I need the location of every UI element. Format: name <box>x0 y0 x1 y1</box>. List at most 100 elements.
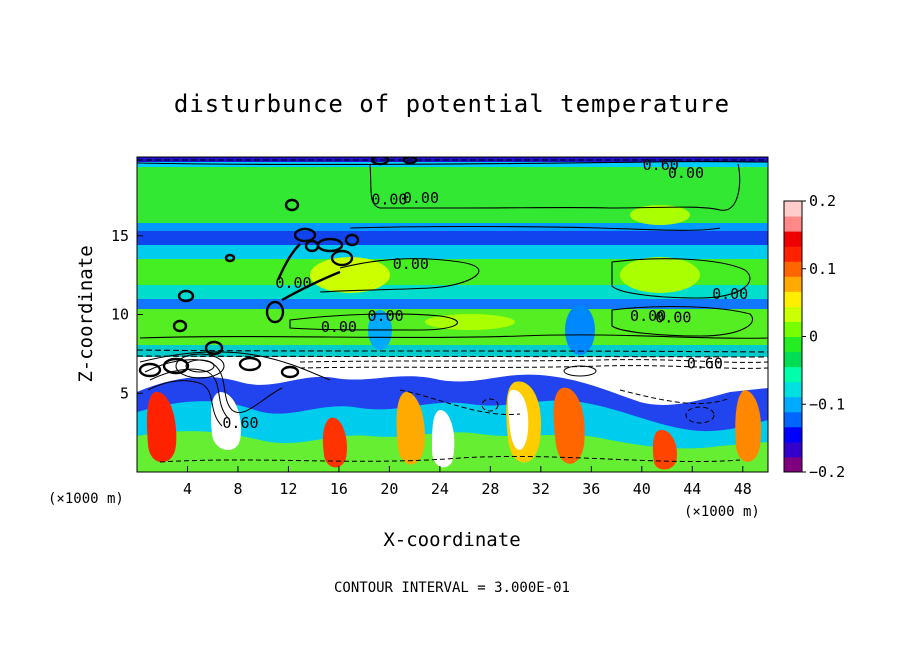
x-tick-label: 32 <box>532 480 550 498</box>
warm-plume <box>396 391 425 465</box>
thick-contour <box>162 357 190 375</box>
contour-label: 0.60 <box>687 354 723 372</box>
x-tick-label: 40 <box>633 480 651 498</box>
colorbar-swatch <box>784 426 802 443</box>
solid-contour <box>369 163 741 211</box>
warm-patch <box>425 314 515 330</box>
x-tick-label: 4 <box>183 480 192 498</box>
thick-contour <box>280 365 300 379</box>
colorbar-swatch <box>784 291 802 307</box>
thick-contour <box>138 362 162 378</box>
thick-contour <box>330 249 354 267</box>
colorbar-swatch <box>784 381 802 398</box>
thick-contour <box>304 239 320 253</box>
colorbar-swatch <box>784 366 802 383</box>
thick-contour <box>281 270 341 302</box>
solid-contour <box>319 258 480 293</box>
contour-label: 0.00 <box>630 307 666 325</box>
thick-contour <box>284 198 300 212</box>
solid-contour <box>139 351 331 381</box>
colorbar-swatch <box>784 456 802 473</box>
solid-contour <box>185 359 215 373</box>
contour-label: 0.00 <box>393 255 429 273</box>
contour-interval-note: CONTOUR INTERVAL = 3.000E-01 <box>334 580 570 596</box>
colorbar-swatch <box>784 231 802 247</box>
solid-contour <box>563 365 597 377</box>
plot-area <box>137 157 768 472</box>
contour-label: 0.00 <box>712 285 748 303</box>
colorbar-tick-label: 0.2 <box>809 192 836 210</box>
thick-contour <box>265 300 285 324</box>
thick-contour <box>370 157 390 166</box>
contour-label: 0.00 <box>371 191 407 209</box>
warm-plume <box>553 387 585 464</box>
lower-blue-band <box>137 299 768 309</box>
solid-contour <box>139 334 768 339</box>
colorbar-tick-label: −0.2 <box>809 463 845 481</box>
contour-label: 0.00 <box>321 318 357 336</box>
x-tick-label: 24 <box>431 480 449 498</box>
warm-patch <box>630 205 690 225</box>
thick-contour <box>238 356 262 372</box>
colorbar-tick-label: −0.1 <box>809 395 845 413</box>
colorbar-swatch <box>784 396 802 413</box>
x-tick-label: 20 <box>380 480 398 498</box>
warm-plume <box>652 429 678 470</box>
solid-contour <box>175 353 225 379</box>
colorbar-swatch <box>784 201 802 217</box>
colorbar-tick-label: 0.1 <box>809 260 836 278</box>
y-axis-label: Z-coordinate <box>75 245 97 382</box>
colorbar-swatch <box>784 261 802 277</box>
neutral-core <box>432 410 455 468</box>
colorbar-swatch <box>784 411 802 428</box>
solid-contour <box>349 225 721 231</box>
cool-patch <box>565 305 595 355</box>
x-tick-label: 16 <box>330 480 348 498</box>
contour-label: 0.00 <box>668 164 704 182</box>
chart-title: disturbunce of potential temperature <box>174 90 730 118</box>
thick-contour <box>177 289 195 303</box>
mid-cyan-band <box>137 245 768 259</box>
x-tick-label: 44 <box>683 480 701 498</box>
neutral-core <box>508 389 529 450</box>
contour-labels: 0.600.000.000.000.000.000.000.000.000.00… <box>222 156 748 432</box>
solid-contour <box>289 313 458 331</box>
thick-contour <box>172 319 188 333</box>
solid-contour <box>149 368 229 419</box>
contour-label: 0.00 <box>368 307 404 325</box>
thick-contour <box>204 340 224 356</box>
colorbar-swatch <box>784 336 802 353</box>
x-axis-label: X-coordinate <box>383 529 520 551</box>
thick-contour <box>402 157 418 165</box>
contour-label: 0.60 <box>222 414 258 432</box>
dashed-contour <box>619 389 731 404</box>
dashed-contour <box>159 455 741 463</box>
contour-label: 0.00 <box>655 309 691 327</box>
x-tick-label: 48 <box>734 480 752 498</box>
solid-contour <box>137 161 768 166</box>
neutral-core <box>210 392 242 451</box>
dashed-contour <box>481 398 499 412</box>
y-tick-label: 5 <box>120 384 129 402</box>
lower-cyan-band <box>137 285 768 299</box>
solid-contour <box>611 258 751 299</box>
contour-label: 0.00 <box>275 274 311 292</box>
thick-contour <box>276 243 301 281</box>
warm-plume <box>146 391 177 463</box>
y-axis-ticks: 5 10 15 <box>111 227 143 402</box>
dashed-contour <box>685 406 715 424</box>
x-tick-label: 28 <box>481 480 499 498</box>
thick-contour <box>224 253 236 263</box>
x-unit-left: (×1000 m) <box>48 491 124 507</box>
x-tick-label: 36 <box>582 480 600 498</box>
thick-contour <box>293 227 317 243</box>
colorbar-swatch <box>784 321 802 337</box>
colorbar-swatch <box>784 306 802 322</box>
y-tick-label: 10 <box>111 306 129 324</box>
dark-blue-band <box>137 231 768 245</box>
colorbar-tick-label: 0 <box>809 328 818 346</box>
upper-blue-band <box>137 223 768 231</box>
contour-label: 0.00 <box>403 189 439 207</box>
y-tick-label: 15 <box>111 227 129 245</box>
